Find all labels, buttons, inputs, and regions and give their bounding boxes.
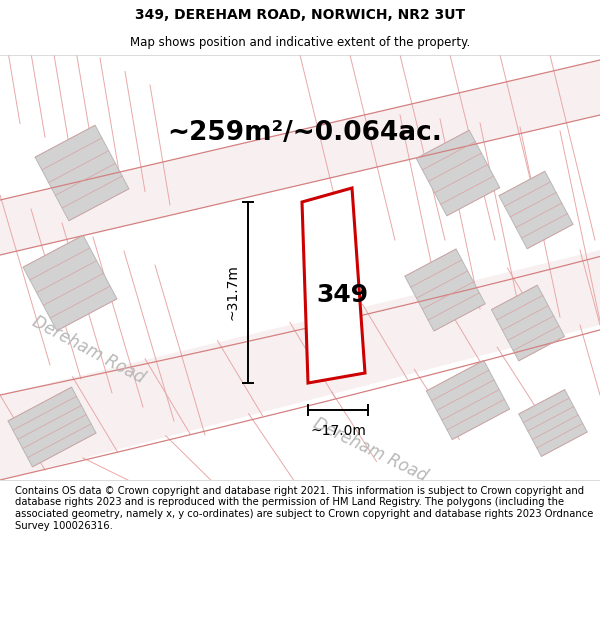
- Polygon shape: [491, 285, 565, 361]
- Polygon shape: [23, 235, 117, 331]
- Polygon shape: [499, 171, 573, 249]
- Polygon shape: [427, 361, 509, 439]
- Polygon shape: [416, 130, 500, 216]
- Text: Map shows position and indicative extent of the property.: Map shows position and indicative extent…: [130, 36, 470, 49]
- Polygon shape: [0, 60, 600, 255]
- Polygon shape: [35, 125, 129, 221]
- Polygon shape: [519, 389, 587, 456]
- Polygon shape: [302, 188, 365, 383]
- Text: ~31.7m: ~31.7m: [226, 264, 240, 321]
- Polygon shape: [405, 249, 485, 331]
- Text: 349, DEREHAM ROAD, NORWICH, NR2 3UT: 349, DEREHAM ROAD, NORWICH, NR2 3UT: [135, 8, 465, 22]
- Polygon shape: [0, 250, 600, 480]
- Text: ~17.0m: ~17.0m: [310, 424, 366, 438]
- Text: Dereham Road: Dereham Road: [29, 312, 147, 388]
- Text: ~259m²/~0.064ac.: ~259m²/~0.064ac.: [167, 120, 442, 146]
- Text: 349: 349: [316, 283, 368, 307]
- Text: Contains OS data © Crown copyright and database right 2021. This information is : Contains OS data © Crown copyright and d…: [15, 486, 593, 531]
- Text: Dereham Road: Dereham Road: [310, 414, 430, 486]
- Polygon shape: [8, 387, 96, 467]
